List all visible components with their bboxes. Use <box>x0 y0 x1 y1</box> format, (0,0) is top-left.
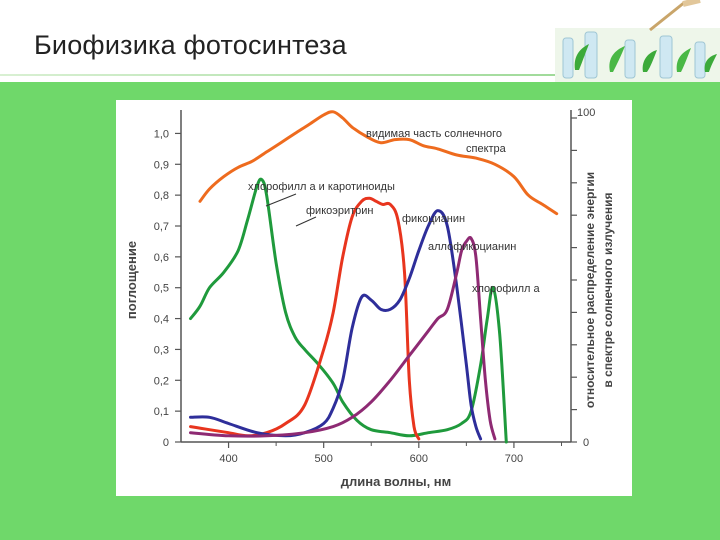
spectrum-figure: 0 0,1 0,2 0,3 0,4 0,5 0,6 0,7 0,8 0,9 1,0 0 100 400 50… <box>116 100 632 496</box>
y-right-axis-title-line1: относительное распределение энергии <box>583 172 597 408</box>
y-left-tick-label: 0,6 <box>154 252 169 264</box>
series-layer <box>189 110 559 444</box>
y-left-tick-label: 0,9 <box>154 159 169 171</box>
y-left-tick-label: 1,0 <box>154 128 169 140</box>
y-left-tick-label: 0,1 <box>154 406 169 418</box>
absorption-spectrum-chart: 0 0,1 0,2 0,3 0,4 0,5 0,6 0,7 0,8 0,9 1,0 0 100 400 50… <box>124 107 615 489</box>
label-chlorophyll-a: хлорофилл а <box>472 283 540 295</box>
labels-layer: видимая часть солнечного спектра хлорофилл… <box>248 128 540 295</box>
y-left-tick-label: 0 <box>163 437 169 449</box>
y-left-tick-label: 0,5 <box>154 283 169 295</box>
x-tick-label: 700 <box>505 453 523 465</box>
x-tick-label: 400 <box>219 453 237 465</box>
y-left-axis-title: поглощение <box>124 241 139 319</box>
chlorophyll-a-carotenoids-line <box>189 177 508 444</box>
allophycocyanin-line <box>189 235 497 441</box>
lab-plants-decoration <box>555 0 720 82</box>
y-left-tick-label: 0,8 <box>154 190 169 202</box>
slide-title: Биофизика фотосинтеза <box>34 30 347 60</box>
label-solar-spectrum: видимая часть солнечного <box>366 128 502 140</box>
solar-spectrum-line <box>198 110 559 216</box>
y-right-tick-label: 100 <box>577 107 595 119</box>
label-allophycocyanin: аллофикоцианин <box>428 241 516 253</box>
chart-axes: 0 0,1 0,2 0,3 0,4 0,5 0,6 0,7 0,8 0,9 1,0 0 100 400 50… <box>124 107 615 489</box>
y-left-tick-label: 0,3 <box>154 344 169 356</box>
phycoerythrin-line <box>189 196 421 441</box>
y-left-tick-label: 0,4 <box>154 314 169 326</box>
x-tick-label: 600 <box>410 453 428 465</box>
slide-header: Биофизика фотосинтеза <box>0 0 720 82</box>
y-left-tick-label: 0,2 <box>154 375 169 387</box>
leader-line <box>265 193 297 207</box>
label-phycocyanin: фикоцианин <box>402 213 465 225</box>
y-left-tick-label: 0,7 <box>154 221 169 233</box>
x-axis-title: длина волны, нм <box>341 474 452 489</box>
label-phycoerythrin: фикоэритрин <box>306 205 374 217</box>
y-right-axis-title-line2: в спектре солнечного излучения <box>601 192 615 387</box>
leader-line <box>295 216 317 227</box>
y-right-tick-label: 0 <box>583 437 589 449</box>
label-solar-spectrum: спектра <box>466 143 507 155</box>
label-chlorophyll-carotenoids: хлорофилл а и каротиноиды <box>248 181 395 193</box>
header-divider <box>0 74 720 76</box>
x-tick-label: 500 <box>315 453 333 465</box>
